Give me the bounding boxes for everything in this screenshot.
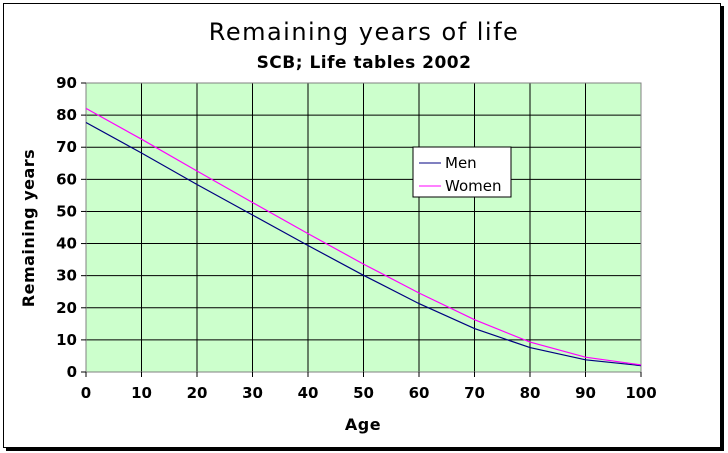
chart-subtitle: SCB; Life tables 2002: [257, 53, 472, 73]
x-tick-label: 10: [131, 384, 152, 402]
legend: Men Women: [412, 146, 512, 198]
x-tick-label: 70: [464, 384, 485, 402]
x-tick-label: 100: [625, 384, 656, 402]
y-tick-label: 80: [56, 106, 77, 124]
y-tick-label: 30: [56, 267, 77, 285]
x-tick-label: 60: [409, 384, 430, 402]
x-axis-ticks: 0 10 20 30 40 50 60 70 80 90 100: [81, 372, 657, 402]
y-tick-label: 40: [56, 235, 77, 253]
series-lines: [85, 107, 642, 367]
y-tick-label: 50: [56, 202, 77, 220]
y-axis-title: Remaining years: [19, 149, 38, 307]
y-tick-label: 10: [56, 331, 77, 349]
y-tick-label: 20: [56, 299, 77, 317]
x-tick-label: 90: [575, 384, 596, 402]
y-tick-label: 90: [56, 74, 77, 92]
y-axis-ticks: 0 10 20 30 40 50 60 70 80 90: [56, 74, 86, 381]
x-tick-label: 30: [242, 384, 263, 402]
legend-label-women: Women: [445, 177, 501, 195]
x-tick-label: 0: [81, 384, 91, 402]
x-tick-label: 80: [520, 384, 541, 402]
x-tick-label: 40: [298, 384, 319, 402]
x-tick-label: 20: [187, 384, 208, 402]
series-line-men: [85, 121, 642, 367]
x-axis-title: Age: [345, 415, 381, 434]
legend-box: [412, 146, 512, 198]
y-tick-label: 70: [56, 138, 77, 156]
series-line-women: [85, 107, 642, 366]
x-tick-label: 50: [353, 384, 374, 402]
y-tick-label: 60: [56, 170, 77, 188]
chart-title: Remaining years of life: [209, 18, 520, 46]
legend-label-men: Men: [445, 154, 477, 172]
gridlines: [86, 83, 641, 372]
y-tick-label: 0: [67, 363, 77, 381]
